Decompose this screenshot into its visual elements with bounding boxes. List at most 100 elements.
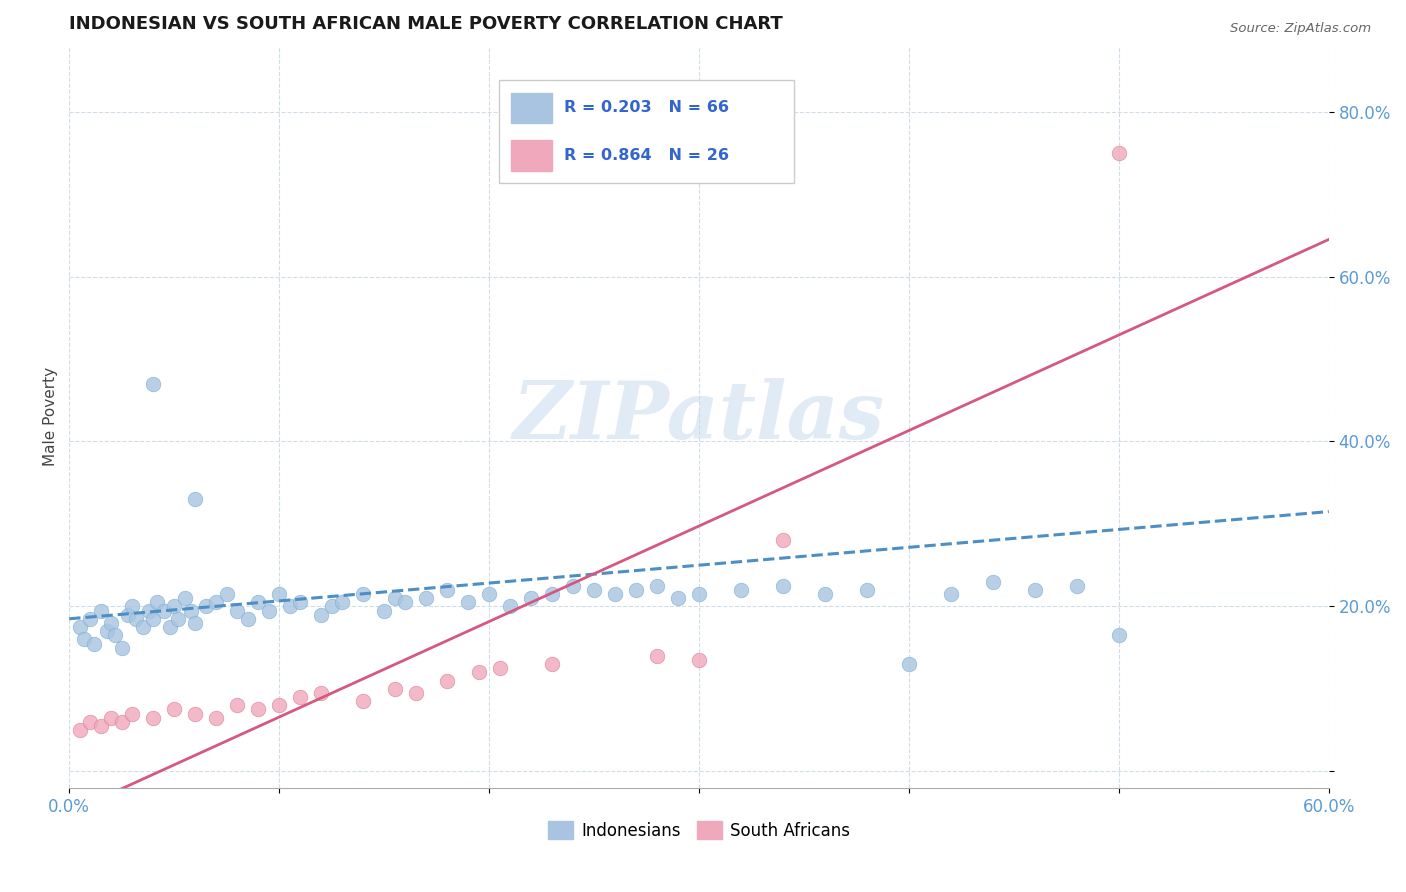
Point — [939, 587, 962, 601]
Point — [488, 661, 510, 675]
Point — [111, 640, 134, 655]
Point — [79, 714, 101, 729]
Point — [247, 702, 270, 716]
Point — [142, 376, 165, 391]
Point — [131, 620, 153, 634]
Point — [288, 690, 311, 705]
Point — [138, 603, 160, 617]
Point — [688, 653, 710, 667]
Point — [1108, 145, 1130, 160]
Point — [384, 681, 406, 696]
Point — [457, 595, 479, 609]
Point — [1066, 579, 1088, 593]
Point — [121, 599, 143, 614]
Text: R = 0.203   N = 66: R = 0.203 N = 66 — [564, 101, 730, 115]
Point — [173, 591, 195, 606]
Point — [583, 582, 606, 597]
Point — [142, 711, 165, 725]
Point — [666, 591, 689, 606]
Text: Source: ZipAtlas.com: Source: ZipAtlas.com — [1230, 22, 1371, 36]
Point — [373, 603, 395, 617]
Point — [772, 579, 794, 593]
Point — [478, 587, 501, 601]
Point — [436, 582, 458, 597]
Point — [562, 579, 585, 593]
Point — [194, 599, 217, 614]
Point — [83, 636, 105, 650]
Point — [730, 582, 752, 597]
Point — [152, 603, 174, 617]
Point — [352, 694, 374, 708]
Point — [226, 603, 249, 617]
Point — [73, 632, 96, 647]
Point — [541, 587, 564, 601]
Point — [645, 648, 668, 663]
Point — [142, 612, 165, 626]
Point — [205, 711, 228, 725]
Point — [100, 711, 122, 725]
Point — [436, 673, 458, 688]
Point — [269, 698, 291, 713]
Point — [159, 620, 181, 634]
Point — [184, 615, 207, 630]
Point — [415, 591, 437, 606]
Point — [688, 587, 710, 601]
Point — [352, 587, 374, 601]
Point — [257, 603, 280, 617]
Legend: Indonesians, South Africans: Indonesians, South Africans — [541, 814, 858, 847]
Point — [90, 603, 112, 617]
Point — [215, 587, 238, 601]
Point — [205, 595, 228, 609]
Text: INDONESIAN VS SOUTH AFRICAN MALE POVERTY CORRELATION CHART: INDONESIAN VS SOUTH AFRICAN MALE POVERTY… — [69, 15, 783, 33]
Text: ZIPatlas: ZIPatlas — [513, 378, 884, 456]
Y-axis label: Male Poverty: Male Poverty — [44, 368, 58, 467]
Point — [125, 612, 148, 626]
Point — [321, 599, 343, 614]
Point — [117, 607, 139, 622]
Point — [180, 603, 202, 617]
Point — [309, 686, 332, 700]
Bar — [510, 93, 553, 123]
Point — [69, 620, 91, 634]
Point — [467, 665, 489, 680]
Point — [814, 587, 837, 601]
Point — [288, 595, 311, 609]
Point — [541, 657, 564, 672]
FancyBboxPatch shape — [499, 80, 794, 183]
Point — [309, 607, 332, 622]
Point — [384, 591, 406, 606]
Point — [394, 595, 416, 609]
Point — [981, 574, 1004, 589]
Point — [184, 706, 207, 721]
Point — [278, 599, 301, 614]
Point — [405, 686, 427, 700]
Point — [96, 624, 118, 639]
Point — [167, 612, 190, 626]
Point — [1108, 628, 1130, 642]
Point — [69, 723, 91, 738]
Point — [163, 702, 186, 716]
Point — [897, 657, 920, 672]
Point — [236, 612, 259, 626]
Point — [146, 595, 169, 609]
Point — [856, 582, 879, 597]
Point — [645, 579, 668, 593]
Point — [184, 492, 207, 507]
Point — [624, 582, 647, 597]
Point — [111, 714, 134, 729]
Text: R = 0.864   N = 26: R = 0.864 N = 26 — [564, 148, 730, 162]
Point — [269, 587, 291, 601]
Point — [104, 628, 127, 642]
Point — [79, 612, 101, 626]
Bar — [510, 140, 553, 170]
Point — [499, 599, 522, 614]
Point — [247, 595, 270, 609]
Point — [330, 595, 353, 609]
Point — [520, 591, 543, 606]
Point — [121, 706, 143, 721]
Point — [90, 719, 112, 733]
Point — [772, 533, 794, 548]
Point — [603, 587, 626, 601]
Point — [1024, 582, 1046, 597]
Point — [226, 698, 249, 713]
